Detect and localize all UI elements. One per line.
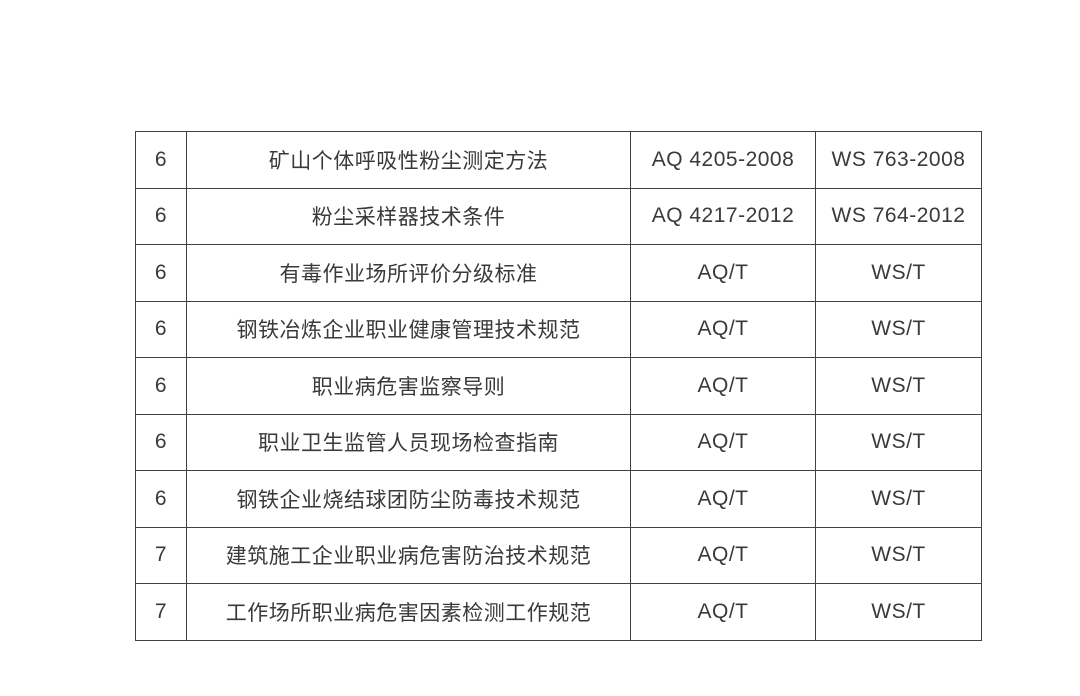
standard-name-cell: 职业卫生监管人员现场检查指南: [186, 413, 631, 471]
aq-code-cell: AQ/T: [630, 244, 816, 302]
aq-code-cell: AQ/T: [630, 413, 816, 471]
ws-code-cell: WS 764-2012: [815, 187, 982, 245]
aq-code-cell: AQ/T: [630, 357, 816, 415]
standards-table: 6 矿山个体呼吸性粉尘测定方法 AQ 4205-2008 WS 763-2008…: [135, 131, 982, 641]
aq-code-cell: AQ/T: [630, 470, 816, 528]
aq-code-cell: AQ 4217-2012: [630, 187, 816, 245]
table-row: 6 粉尘采样器技术条件 AQ 4217-2012 WS 764-2012: [135, 187, 982, 245]
table-row: 6 钢铁企业烧结球团防尘防毒技术规范 AQ/T WS/T: [135, 470, 982, 528]
ws-code-cell: WS/T: [815, 413, 982, 471]
table-row: 6 职业病危害监察导则 AQ/T WS/T: [135, 357, 982, 415]
standard-name-cell: 钢铁企业烧结球团防尘防毒技术规范: [186, 470, 631, 528]
table-row: 6 钢铁冶炼企业职业健康管理技术规范 AQ/T WS/T: [135, 300, 982, 358]
seq-cell: 7: [135, 583, 187, 641]
aq-code-cell: AQ/T: [630, 583, 816, 641]
table-row: 7 工作场所职业病危害因素检测工作规范 AQ/T WS/T: [135, 583, 982, 641]
ws-code-cell: WS 763-2008: [815, 131, 982, 189]
standard-name-cell: 工作场所职业病危害因素检测工作规范: [186, 583, 631, 641]
seq-cell: 6: [135, 357, 187, 415]
standard-name-cell: 钢铁冶炼企业职业健康管理技术规范: [186, 300, 631, 358]
ws-code-cell: WS/T: [815, 526, 982, 584]
ws-code-cell: WS/T: [815, 300, 982, 358]
ws-code-cell: WS/T: [815, 583, 982, 641]
table-row: 6 矿山个体呼吸性粉尘测定方法 AQ 4205-2008 WS 763-2008: [135, 131, 982, 189]
seq-cell: 6: [135, 131, 187, 189]
standard-name-cell: 有毒作业场所评价分级标准: [186, 244, 631, 302]
standard-name-cell: 矿山个体呼吸性粉尘测定方法: [186, 131, 631, 189]
seq-cell: 6: [135, 187, 187, 245]
standard-name-cell: 建筑施工企业职业病危害防治技术规范: [186, 526, 631, 584]
seq-cell: 6: [135, 244, 187, 302]
standard-name-cell: 粉尘采样器技术条件: [186, 187, 631, 245]
table-row: 7 建筑施工企业职业病危害防治技术规范 AQ/T WS/T: [135, 526, 982, 584]
aq-code-cell: AQ/T: [630, 300, 816, 358]
ws-code-cell: WS/T: [815, 470, 982, 528]
aq-code-cell: AQ 4205-2008: [630, 131, 816, 189]
table-row: 6 有毒作业场所评价分级标准 AQ/T WS/T: [135, 244, 982, 302]
seq-cell: 7: [135, 526, 187, 584]
ws-code-cell: WS/T: [815, 244, 982, 302]
table-row: 6 职业卫生监管人员现场检查指南 AQ/T WS/T: [135, 413, 982, 471]
seq-cell: 6: [135, 300, 187, 358]
aq-code-cell: AQ/T: [630, 526, 816, 584]
seq-cell: 6: [135, 413, 187, 471]
ws-code-cell: WS/T: [815, 357, 982, 415]
seq-cell: 6: [135, 470, 187, 528]
standard-name-cell: 职业病危害监察导则: [186, 357, 631, 415]
